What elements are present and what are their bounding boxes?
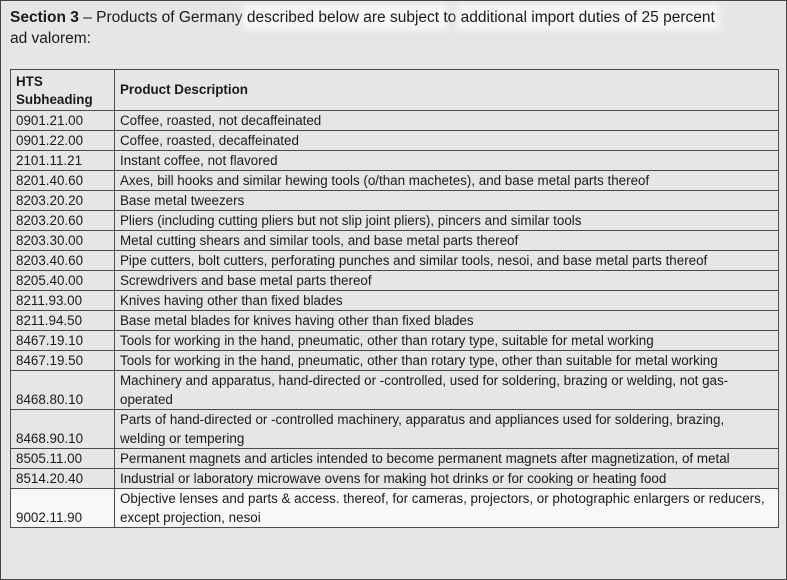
table-row: 0901.21.00 Coffee, roasted, not decaffein… <box>10 110 779 131</box>
intro-text-1: – Products of Germany <box>78 9 247 26</box>
product-description-cell: Metal cutting shears and similar tools, … <box>114 230 779 251</box>
product-description-cell: Tools for working in the hand, pneumatic… <box>114 330 779 351</box>
hts-code-cell: 8467.19.50 <box>10 350 115 371</box>
hts-code-cell: 8203.40.60 <box>10 250 115 271</box>
hts-code-cell: 8211.94.50 <box>10 310 115 331</box>
hts-code-cell: 2101.11.21 <box>10 150 115 171</box>
hts-code-cell: 0901.21.00 <box>10 110 115 131</box>
table-row: 8203.40.60 Pipe cutters, bolt cutters, pe… <box>10 250 779 271</box>
intro-text-2: described below are subject <box>246 9 444 26</box>
table-row: 8468.80.10 Machinery and apparatus, hand-… <box>10 370 779 410</box>
product-description-cell: Base metal blades for knives having othe… <box>114 310 779 331</box>
table-row: 8467.19.10 Tools for working in the hand,… <box>10 330 779 351</box>
hts-code-cell: 8205.40.00 <box>10 270 115 291</box>
product-description-cell: Pipe cutters, bolt cutters, perforating … <box>114 250 779 271</box>
hts-code-cell: 9002.11.90 <box>10 488 115 528</box>
hts-code-cell: 8203.20.60 <box>10 210 115 231</box>
hts-code-cell: 8468.90.10 <box>10 409 115 449</box>
hts-code-cell: 8201.40.60 <box>10 170 115 191</box>
table-row: 8203.20.60 Pliers (including cutting plie… <box>10 210 779 231</box>
product-description-cell: Knives having other than fixed blades <box>114 290 779 311</box>
product-description-cell: Coffee, roasted, decaffeinated <box>114 130 779 151</box>
product-description-cell: Axes, bill hooks and similar hewing tool… <box>114 170 779 191</box>
table-row: 8203.30.00 Metal cutting shears and simil… <box>10 230 779 251</box>
table-row: 2101.11.21 Instant coffee, not flavored <box>10 150 779 171</box>
intro-text-line2: ad valorem: <box>10 30 91 47</box>
table-row: 8201.40.60 Axes, bill hooks and similar h… <box>10 170 779 191</box>
product-description-cell: Tools for working in the hand, pneumatic… <box>114 350 779 371</box>
products-table: HTS Subheading Product Description 0901.… <box>10 69 779 528</box>
product-description-cell: Machinery and apparatus, hand-directed o… <box>114 370 779 410</box>
intro-text-3: to <box>443 9 461 26</box>
header-hts-line1: HTS <box>16 74 43 89</box>
product-description-cell: Instant coffee, not flavored <box>114 150 779 171</box>
hts-code-cell: 8211.93.00 <box>10 290 115 311</box>
table-row: 8468.90.10 Parts of hand-directed or -con… <box>10 409 779 449</box>
product-description-cell: Industrial or laboratory microwave ovens… <box>114 468 779 489</box>
product-description-cell: Coffee, roasted, not decaffeinated <box>114 110 779 131</box>
hts-code-cell: 8505.11.00 <box>10 448 115 469</box>
table-body: 0901.21.00 Coffee, roasted, not decaffein… <box>10 110 779 528</box>
hts-code-cell: 0901.22.00 <box>10 130 115 151</box>
product-description-cell: Base metal tweezers <box>114 190 779 211</box>
product-description-cell: Pliers (including cutting pliers but not… <box>114 210 779 231</box>
product-description-cell: Objective lenses and parts & access. the… <box>114 488 779 528</box>
section-label: Section 3 <box>10 9 79 26</box>
table-header-row: HTS Subheading Product Description <box>10 69 779 111</box>
table-row: 8505.11.00 Permanent magnets and articles… <box>10 448 779 469</box>
product-description-cell: Permanent magnets and articles intended … <box>114 448 779 469</box>
table-row: 8203.20.20 Base metal tweezers <box>10 190 779 211</box>
hts-code-cell: 8468.80.10 <box>10 370 115 410</box>
hts-code-cell: 8203.30.00 <box>10 230 115 251</box>
table-row: 8211.93.00 Knives having other than fixed… <box>10 290 779 311</box>
hts-code-cell: 8203.20.20 <box>10 190 115 211</box>
header-hts-line2: Subheading <box>16 92 93 107</box>
table-row: 9002.11.90 Objective lenses and parts & a… <box>10 488 779 528</box>
intro-text-4: additional import duties of 25 percent <box>460 9 715 26</box>
table-row: 8467.19.50 Tools for working in the hand,… <box>10 350 779 371</box>
section-intro: Section 3 – Products of Germany describe… <box>10 7 770 49</box>
hts-code-cell: 8514.20.40 <box>10 468 115 489</box>
table-row: 0901.22.00 Coffee, roasted, decaffeinated <box>10 130 779 151</box>
header-product-description: Product Description <box>114 69 779 111</box>
product-description-cell: Parts of hand-directed or -controlled ma… <box>114 409 779 449</box>
table-row: 8211.94.50 Base metal blades for knives h… <box>10 310 779 331</box>
product-description-cell: Screwdrivers and base metal parts thereo… <box>114 270 779 291</box>
table-row: 8205.40.00 Screwdrivers and base metal pa… <box>10 270 779 291</box>
table-row: 8514.20.40 Industrial or laboratory micro… <box>10 468 779 489</box>
hts-code-cell: 8467.19.10 <box>10 330 115 351</box>
header-hts-subheading: HTS Subheading <box>10 69 115 111</box>
